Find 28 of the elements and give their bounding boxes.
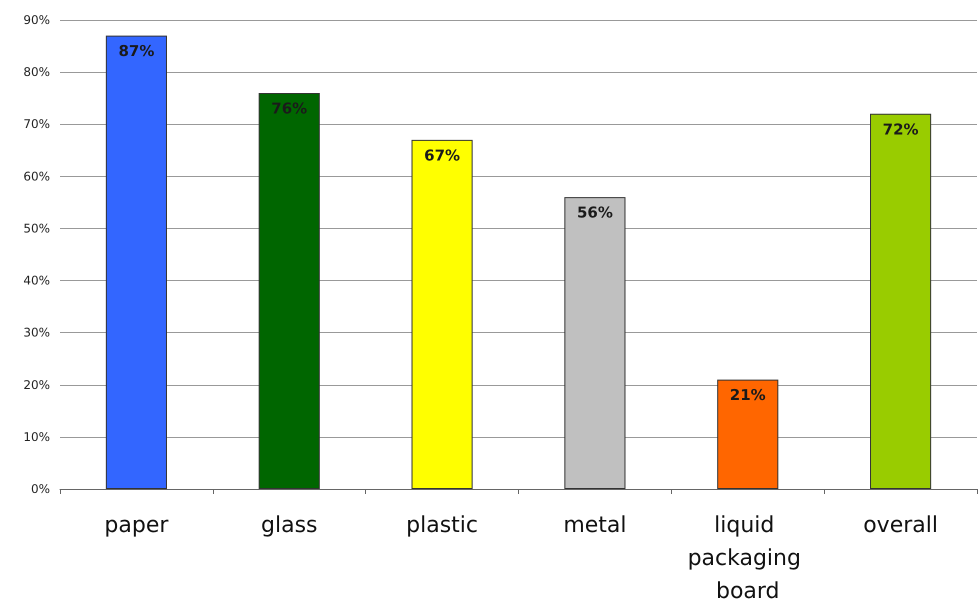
y-tick-label: 0% (30, 482, 50, 496)
y-tick-label: 50% (23, 221, 50, 236)
y-tick-label: 10% (23, 430, 50, 444)
x-tick-label: liquid packaging board (688, 513, 808, 604)
x-tick-label: plastic (406, 513, 478, 538)
data-label: 87% (118, 42, 154, 60)
y-tick-label: 70% (23, 117, 50, 132)
data-label: 76% (271, 99, 308, 118)
bar (870, 114, 932, 489)
y-tick-label: 60% (23, 169, 50, 184)
x-tick-label: glass (261, 513, 318, 538)
x-tick-label: paper (104, 513, 170, 538)
data-label: 21% (730, 386, 766, 404)
data-label: 72% (882, 120, 919, 138)
bar (412, 140, 473, 489)
x-tick-label: metal (563, 513, 627, 538)
y-tick-label: 90% (23, 13, 50, 27)
bar (258, 92, 320, 489)
data-label: 67% (424, 146, 460, 164)
y-tick-label: 40% (23, 274, 50, 288)
y-tick-label: 20% (23, 378, 50, 392)
data-label: 56% (576, 204, 613, 222)
y-tick-label: 30% (23, 326, 50, 340)
x-tick-label: overall (863, 513, 938, 538)
bar (717, 380, 778, 489)
bar (106, 36, 167, 489)
bar (564, 197, 626, 489)
y-tick-label: 80% (23, 65, 50, 80)
